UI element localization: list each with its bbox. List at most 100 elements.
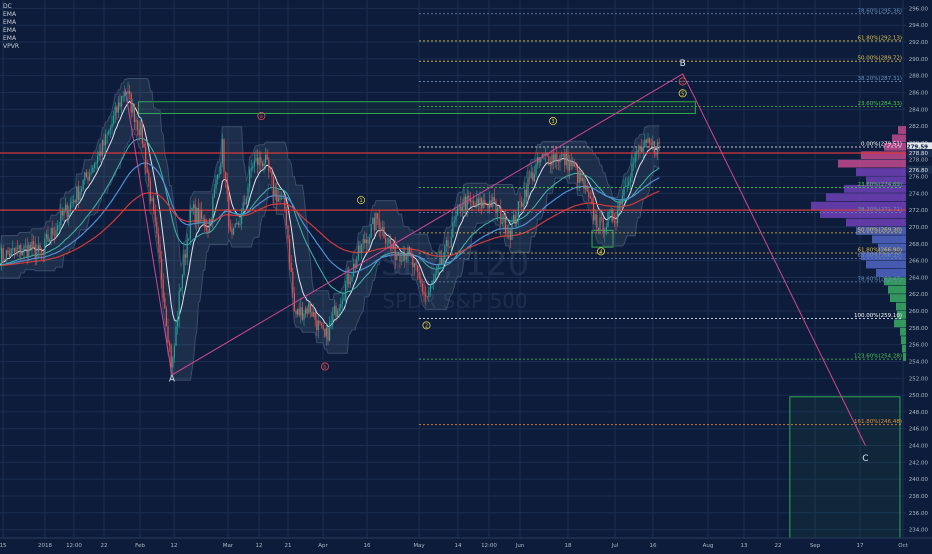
candle-body xyxy=(188,238,190,241)
candle-body xyxy=(121,95,123,107)
candle-body xyxy=(511,223,513,240)
candle-body xyxy=(127,91,129,95)
candle-body xyxy=(554,154,556,162)
candle-body xyxy=(18,245,20,249)
candle-body xyxy=(7,250,9,254)
candle-body xyxy=(369,237,371,244)
time-tick: 2018 xyxy=(38,543,52,549)
candle-body xyxy=(449,246,451,248)
volume-bar xyxy=(861,151,906,160)
candle-body xyxy=(185,254,187,258)
candle-body xyxy=(354,263,356,268)
price-tick: 264.00 xyxy=(909,275,929,281)
candle-body xyxy=(338,307,340,311)
price-tick: 294.00 xyxy=(909,23,929,29)
candle-body xyxy=(125,91,127,95)
volume-bar xyxy=(890,294,906,303)
grid-layer xyxy=(0,0,906,538)
candle-body xyxy=(293,293,295,311)
wave-label-B: B xyxy=(680,59,686,69)
candle-body xyxy=(580,170,582,182)
candle-body xyxy=(389,239,391,245)
candle-body xyxy=(373,218,375,231)
candle-body xyxy=(652,141,654,145)
time-axis[interactable]: 15 2018 12:00 22 Feb 12 Mar 12 21 Apr 16 May 14 12:00… xyxy=(0,537,932,550)
candle-body xyxy=(84,172,86,181)
candle-body xyxy=(513,214,515,224)
candle-body xyxy=(215,179,217,190)
volume-bar xyxy=(866,176,906,185)
candle-body xyxy=(463,196,465,207)
candle-body xyxy=(498,207,500,209)
price-tick: 286.00 xyxy=(909,90,929,96)
volume-bar xyxy=(838,159,906,168)
candle-body xyxy=(20,245,22,256)
candle-body xyxy=(575,166,577,168)
candle-body xyxy=(361,243,363,253)
candle-body xyxy=(474,204,476,207)
candle-body xyxy=(341,300,343,304)
candle-body xyxy=(415,263,417,266)
candle-body xyxy=(277,197,279,202)
wave-circle-6 xyxy=(678,77,687,86)
price-tick: 270.00 xyxy=(909,225,929,231)
candle-body xyxy=(281,198,283,200)
price-axis[interactable]: 234.00 236.00 238.00 240.00 242.00 244.00 246.… xyxy=(906,0,932,550)
time-tick: Apr xyxy=(318,543,328,549)
watermark: SPY, 120 SPDR S&P 500 xyxy=(381,244,530,313)
candle-body xyxy=(68,210,70,218)
candle-body xyxy=(506,233,508,234)
candle-body xyxy=(657,142,659,155)
candle-body xyxy=(469,198,471,203)
indicator-ema-4[interactable]: EMA xyxy=(3,35,17,42)
candle-body xyxy=(253,160,255,167)
candle-body xyxy=(599,217,601,231)
candle-body xyxy=(220,163,222,175)
volume-bar xyxy=(892,134,906,143)
price-tick: 234.00 xyxy=(909,528,929,534)
candle-body xyxy=(485,204,487,206)
indicator-ema-2[interactable]: EMA xyxy=(3,19,17,26)
candle-body xyxy=(242,202,244,211)
volume-bar xyxy=(901,336,906,345)
wave-circle-8 xyxy=(422,321,431,330)
candle-body xyxy=(28,244,30,258)
candle-body xyxy=(89,173,91,181)
candle-body xyxy=(247,187,249,199)
candle-body xyxy=(351,276,353,282)
candle-body xyxy=(394,242,396,261)
candle-body xyxy=(249,170,251,188)
candle-body xyxy=(15,248,17,252)
candle-body xyxy=(21,252,23,256)
indicator-dc[interactable]: DC xyxy=(3,3,12,10)
candle-body xyxy=(586,185,588,192)
ema-long xyxy=(0,190,660,267)
indicator-ema-1[interactable]: EMA xyxy=(3,11,17,18)
candle-body xyxy=(274,189,276,195)
candle-body xyxy=(159,244,161,259)
candle-body xyxy=(79,191,81,200)
candle-body xyxy=(66,204,68,218)
price-tick: 290.00 xyxy=(909,57,929,63)
candle-body xyxy=(141,122,143,144)
candle-body xyxy=(399,255,401,262)
candle-body xyxy=(197,207,199,223)
candle-body xyxy=(356,259,358,268)
candle-body xyxy=(300,307,302,316)
time-tick: 12:00 xyxy=(481,543,497,549)
candle-body xyxy=(332,313,334,321)
indicator-vpvr[interactable]: VPVR xyxy=(3,43,19,50)
candle-body xyxy=(516,219,518,225)
candle-body xyxy=(266,154,268,160)
candle-body xyxy=(425,294,427,297)
time-tick: Aug xyxy=(703,543,714,549)
candle-body xyxy=(207,230,209,232)
candle-body xyxy=(570,159,572,166)
volume-bar xyxy=(898,126,906,134)
candle-body xyxy=(13,248,15,252)
candle-body xyxy=(492,197,494,208)
price-tick: 250.00 xyxy=(909,393,929,399)
indicator-ema-3[interactable]: EMA xyxy=(3,27,17,34)
